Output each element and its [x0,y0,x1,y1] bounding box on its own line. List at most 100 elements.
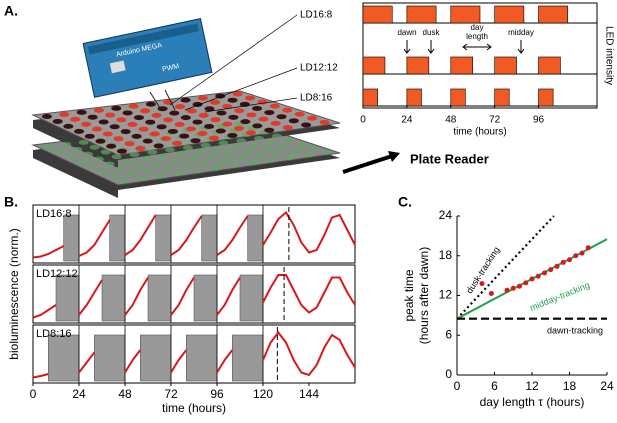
well [162,166,173,172]
plot-frame [362,2,598,109]
data-point [542,270,547,276]
well [307,115,318,121]
well [288,118,299,124]
well [222,121,233,127]
y-axis-label: (hours after dawn) [417,247,431,344]
dark-period [193,274,218,322]
well [145,101,156,107]
y-tick-label: 18 [439,248,453,262]
line-label: dawn-tracking [547,325,603,335]
well [294,111,305,117]
data-point [560,259,566,265]
x-tick-label: 48 [445,115,457,126]
well [106,143,117,149]
annotation: day [471,23,484,32]
line-label: midday-tracking [528,280,591,313]
well [70,116,81,122]
well [254,135,265,141]
light-bar [494,56,517,75]
well [200,142,211,148]
well [78,139,89,145]
well [236,138,247,144]
well [252,123,263,129]
well [122,159,133,165]
well [179,133,190,139]
well [122,110,133,116]
well [84,133,95,139]
well [163,117,174,123]
well [212,147,223,153]
well [135,146,146,152]
well [108,173,119,179]
well [276,114,287,120]
y-tick-label: 24 [439,208,453,222]
data-point [517,283,522,289]
well [126,171,137,177]
x-tick-label: 72 [489,115,501,126]
well [210,99,221,105]
well [282,107,293,113]
well [180,115,191,121]
dark-period [140,334,172,382]
well [172,140,183,146]
well [282,125,293,131]
well [111,154,122,160]
annotation-arrows [403,40,525,54]
x-tick-label: 48 [118,387,132,401]
pointer-line [169,14,298,113]
well [210,117,221,123]
well [269,103,280,109]
x-tick-label: 24 [401,115,413,126]
well [109,124,120,130]
well [65,153,76,159]
light-bar [362,5,393,24]
well [133,163,144,169]
data-point [510,285,516,291]
light-bar [538,5,569,24]
y-tick-label: 6 [445,327,452,341]
well [198,112,209,118]
well [199,161,210,167]
x-tick-label: 0 [454,379,461,393]
plate-reader-label: Plate Reader [410,151,489,166]
data-point [554,263,560,269]
well [63,123,74,129]
light-bar [494,88,510,107]
well [118,178,129,184]
light-bar [406,88,422,107]
well [186,108,197,114]
well [89,144,100,150]
well [270,120,281,126]
light-bar [450,56,473,75]
well [158,154,169,160]
y-axis-label: peak time [402,269,416,321]
well [104,161,115,167]
well [91,126,102,132]
well [204,124,215,130]
well [247,160,258,166]
well [319,119,330,125]
well [252,105,263,111]
well [264,110,275,116]
well [245,130,256,136]
well [264,127,275,133]
x-tick-label: 120 [253,387,273,401]
well [76,109,87,115]
dark-period [48,334,80,382]
dark-period [101,274,126,322]
well [151,112,162,118]
well [54,148,65,154]
well [105,112,116,118]
well [124,141,135,147]
well [284,155,295,161]
well [230,144,241,150]
well [41,113,52,119]
row-label: LD12:12 [36,268,78,280]
light-bar [538,56,561,75]
well [229,162,240,168]
dark-period [201,214,218,262]
light-bar [406,56,430,75]
dark-period [94,334,126,382]
well [272,150,283,156]
well [240,119,251,125]
